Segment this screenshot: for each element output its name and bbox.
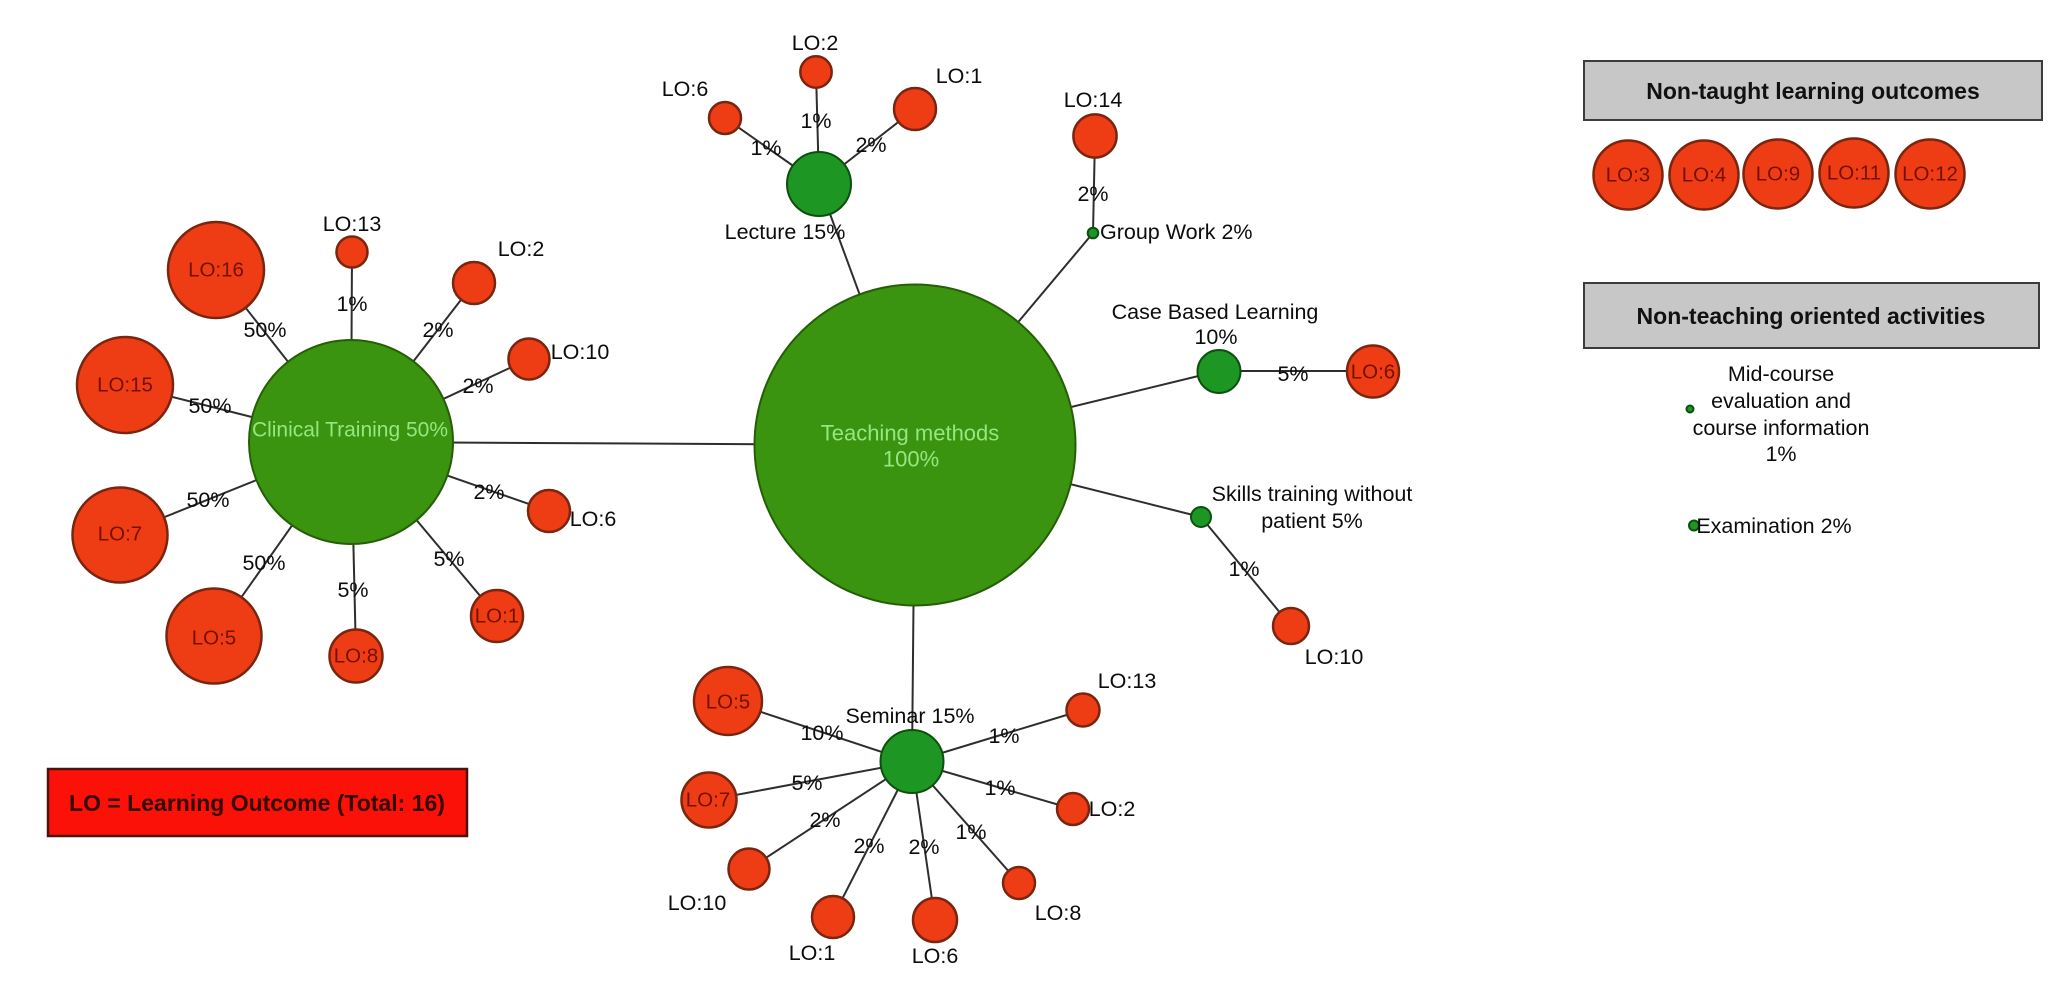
svg-text:Mid-course: Mid-course [1728,362,1834,386]
svg-text:LO:5: LO:5 [706,691,750,714]
svg-text:LO:13: LO:13 [1098,669,1157,693]
svg-text:Seminar 15%: Seminar 15% [845,704,974,728]
svg-text:LO:10: LO:10 [1305,645,1364,669]
svg-text:LO:10: LO:10 [551,340,610,364]
svg-text:1%: 1% [750,136,781,160]
svg-text:LO:13: LO:13 [323,212,382,236]
svg-text:1%: 1% [984,776,1015,800]
svg-text:50%: 50% [243,318,286,342]
svg-text:50%: 50% [242,551,285,575]
svg-text:LO:4: LO:4 [1682,164,1726,187]
svg-text:50%: 50% [186,488,229,512]
svg-text:2%: 2% [855,133,886,157]
svg-text:Non-taught learning outcomes: Non-taught learning outcomes [1646,78,1980,104]
svg-text:2%: 2% [473,480,504,504]
svg-text:50%: 50% [188,394,231,418]
svg-text:2%: 2% [853,834,884,858]
svg-text:LO:8: LO:8 [334,645,378,668]
svg-text:LO:10: LO:10 [668,891,727,915]
svg-text:1%: 1% [800,109,831,133]
svg-text:LO:2: LO:2 [498,237,545,261]
svg-text:10%: 10% [1194,325,1237,349]
svg-text:5%: 5% [337,578,368,602]
svg-text:LO:12: LO:12 [1902,163,1958,186]
svg-text:2%: 2% [908,835,939,859]
svg-text:LO:15: LO:15 [97,374,153,397]
svg-text:1%: 1% [1765,442,1796,466]
svg-text:LO:5: LO:5 [192,627,236,650]
svg-text:LO:2: LO:2 [1089,797,1136,821]
svg-text:LO:6: LO:6 [1351,361,1395,384]
svg-text:1%: 1% [1228,557,1259,581]
svg-text:patient 5%: patient 5% [1261,509,1363,533]
svg-text:5%: 5% [791,771,822,795]
svg-text:LO:8: LO:8 [1035,901,1082,925]
svg-text:LO:7: LO:7 [98,523,142,546]
svg-text:1%: 1% [955,820,986,844]
svg-text:LO:16: LO:16 [188,259,244,282]
svg-text:10%: 10% [800,721,843,745]
svg-text:LO:2: LO:2 [792,31,839,55]
svg-text:LO:6: LO:6 [912,944,959,968]
svg-text:1%: 1% [988,724,1019,748]
svg-text:course information: course information [1693,416,1870,440]
svg-text:LO:11: LO:11 [1827,162,1881,185]
svg-text:5%: 5% [433,547,464,571]
svg-text:LO:1: LO:1 [475,605,519,628]
svg-text:LO:7: LO:7 [686,789,730,812]
svg-text:Group Work 2%: Group Work 2% [1100,220,1253,244]
svg-text:LO:14: LO:14 [1064,88,1123,112]
svg-text:Lecture 15%: Lecture 15% [725,220,846,244]
svg-text:LO:6: LO:6 [570,507,617,531]
svg-text:Skills training without: Skills training without [1212,482,1413,506]
svg-text:LO:1: LO:1 [789,941,836,965]
svg-text:Examination 2%: Examination 2% [1696,514,1851,538]
svg-text:100%: 100% [883,447,939,472]
svg-text:LO:3: LO:3 [1606,164,1650,187]
svg-text:Clinical Training 50%: Clinical Training 50% [252,419,448,442]
svg-text:LO:6: LO:6 [662,77,709,101]
svg-text:LO:1: LO:1 [936,64,983,88]
svg-text:5%: 5% [1277,362,1308,386]
svg-text:2%: 2% [422,318,453,342]
svg-text:Case Based Learning: Case Based Learning [1112,300,1319,324]
svg-text:Non-teaching oriented activiti: Non-teaching oriented activities [1637,303,1986,329]
svg-text:2%: 2% [1077,182,1108,206]
svg-text:Teaching methods: Teaching methods [821,421,1000,446]
svg-text:2%: 2% [462,374,493,398]
svg-text:evaluation and: evaluation and [1711,389,1851,413]
svg-text:LO:9: LO:9 [1756,163,1800,186]
svg-text:2%: 2% [809,808,840,832]
svg-text:LO = Learning Outcome (Total:: LO = Learning Outcome (Total: 16) [69,790,445,816]
svg-text:1%: 1% [336,292,367,316]
